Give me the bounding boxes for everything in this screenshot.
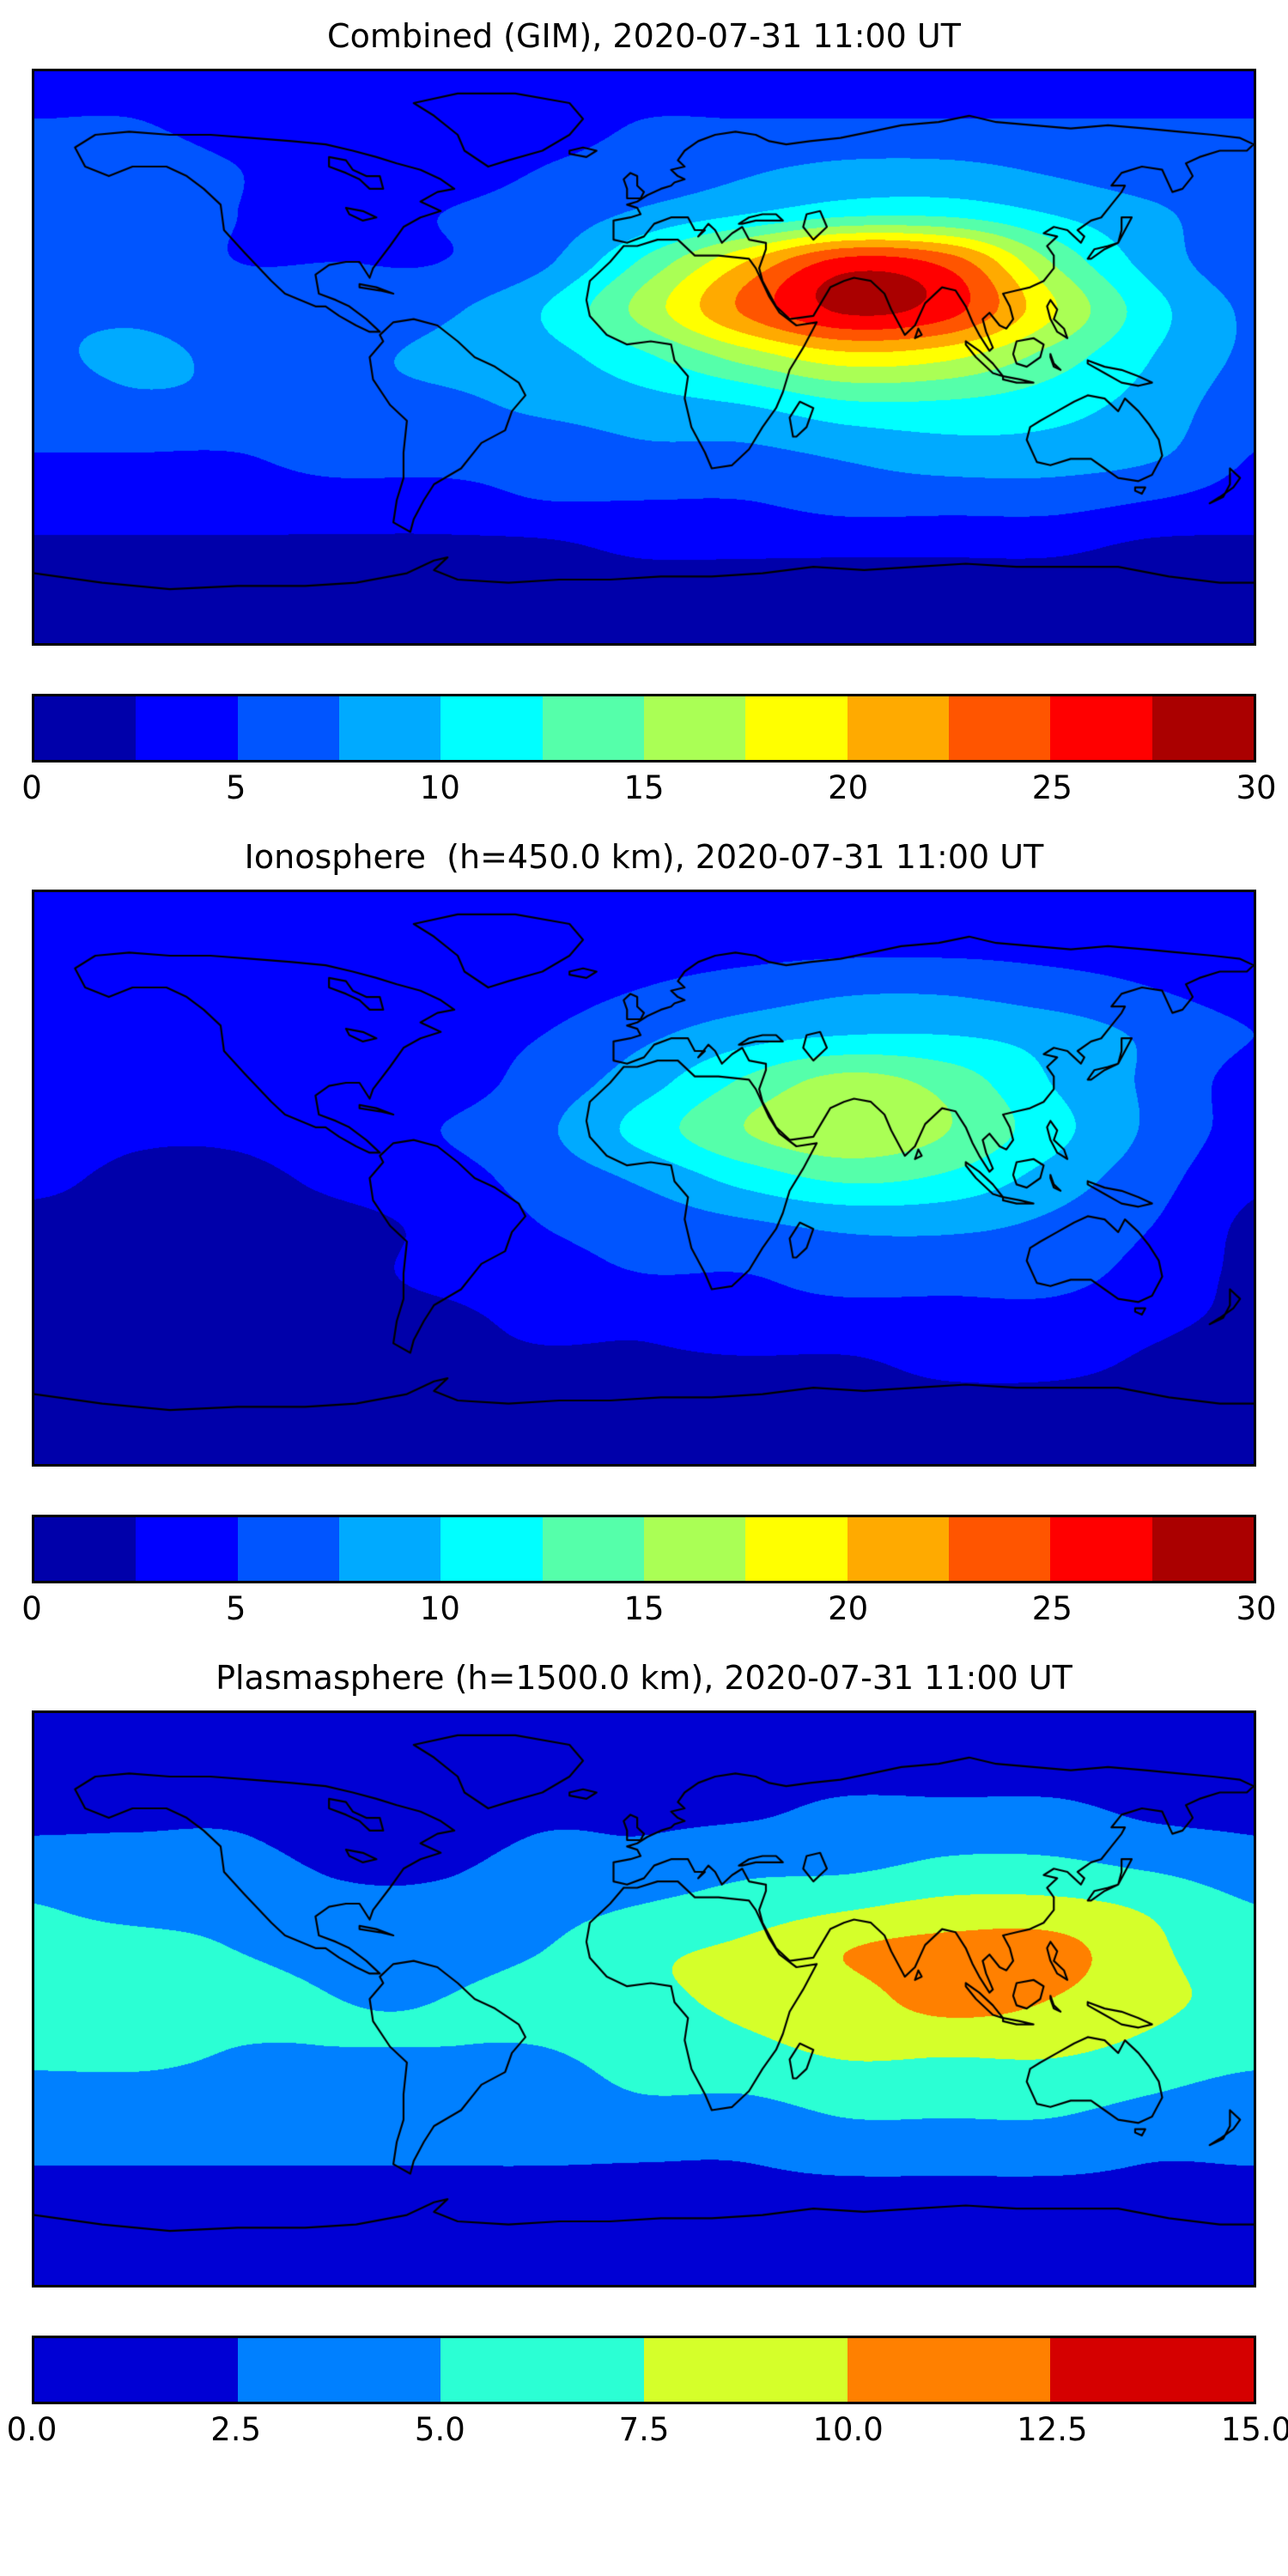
tick-label: 5 [225,1590,246,1627]
colorbar-segment [847,696,949,760]
map-canvas-ionosphere [32,890,1256,1467]
tick-label: 7.5 [618,2411,670,2448]
panel-combined: Combined (GIM), 2020-07-31 11:00 UT 0 5 10… [21,17,1276,812]
panel-ionosphere: Ionosphere (h=450.0 km), 2020-07-31 11:0… [21,838,1276,1633]
tick-label: 5.0 [414,2411,465,2448]
colorbar-segment [237,696,339,760]
colorbar-segment [847,1517,949,1581]
tick-label: 2.5 [210,2411,262,2448]
colorbar-ticks-combined: 0 5 10 15 20 25 30 [21,762,1276,812]
colorbar-ionosphere [32,1515,1256,1583]
colorbar-plasmasphere [32,2336,1256,2404]
colorbar-segment [1050,1517,1152,1581]
tick-label: 25 [1031,769,1072,806]
tick-label: 30 [1236,769,1277,806]
panel-title-plasmasphere: Plasmasphere (h=1500.0 km), 2020-07-31 1… [216,1659,1072,1697]
colorbar-segment [34,1517,137,1581]
colorbar-segment [1050,2338,1255,2402]
colorbar-segment [237,1517,339,1581]
tick-label: 15.0 [1220,2411,1288,2448]
colorbar-segment [34,2338,238,2402]
tick-label: 15 [623,769,665,806]
colorbar-segment [338,696,441,760]
colorbar-segment [136,1517,238,1581]
colorbar-segment [847,2338,1051,2402]
colorbar-segment [440,2338,645,2402]
tick-label: 5 [225,769,246,806]
colorbar-segment [644,2338,848,2402]
colorbar-segment [1151,1517,1254,1581]
map-canvas-combined [32,69,1256,646]
tick-label: 30 [1236,1590,1277,1627]
colorbar-segment [745,1517,848,1581]
figure: Combined (GIM), 2020-07-31 11:00 UT 0 5 10… [7,17,1288,2454]
colorbar-ticks-plasmasphere: 0.0 2.5 5.0 7.5 10.0 12.5 15.0 [7,2404,1288,2454]
colorbar-segment [745,696,848,760]
colorbar-segment [237,2338,441,2402]
colorbar-segment [440,1517,543,1581]
colorbar-segment [1151,696,1254,760]
colorbar-segment [948,1517,1051,1581]
colorbar-combined [32,694,1256,762]
panel-title-combined: Combined (GIM), 2020-07-31 11:00 UT [327,17,961,55]
colorbar-segment [542,1517,644,1581]
colorbar-segment [542,696,644,760]
tick-label: 12.5 [1017,2411,1088,2448]
tick-label: 0 [21,769,42,806]
tick-label: 10 [419,769,460,806]
panel-plasmasphere: Plasmasphere (h=1500.0 km), 2020-07-31 1… [7,1659,1288,2454]
tick-label: 0.0 [6,2411,58,2448]
colorbar-segment [1050,696,1152,760]
tick-label: 25 [1031,1590,1072,1627]
panel-title-ionosphere: Ionosphere (h=450.0 km), 2020-07-31 11:0… [244,838,1044,876]
tick-label: 10.0 [812,2411,884,2448]
tick-label: 15 [623,1590,665,1627]
colorbar-ticks-ionosphere: 0 5 10 15 20 25 30 [21,1583,1276,1633]
colorbar-segment [136,696,238,760]
map-canvas-plasmasphere [32,1710,1256,2287]
colorbar-segment [643,1517,746,1581]
tick-label: 0 [21,1590,42,1627]
tick-label: 10 [419,1590,460,1627]
tick-label: 20 [828,769,869,806]
tick-label: 20 [828,1590,869,1627]
colorbar-segment [440,696,543,760]
colorbar-segment [338,1517,441,1581]
colorbar-segment [948,696,1051,760]
colorbar-segment [34,696,137,760]
colorbar-segment [643,696,746,760]
